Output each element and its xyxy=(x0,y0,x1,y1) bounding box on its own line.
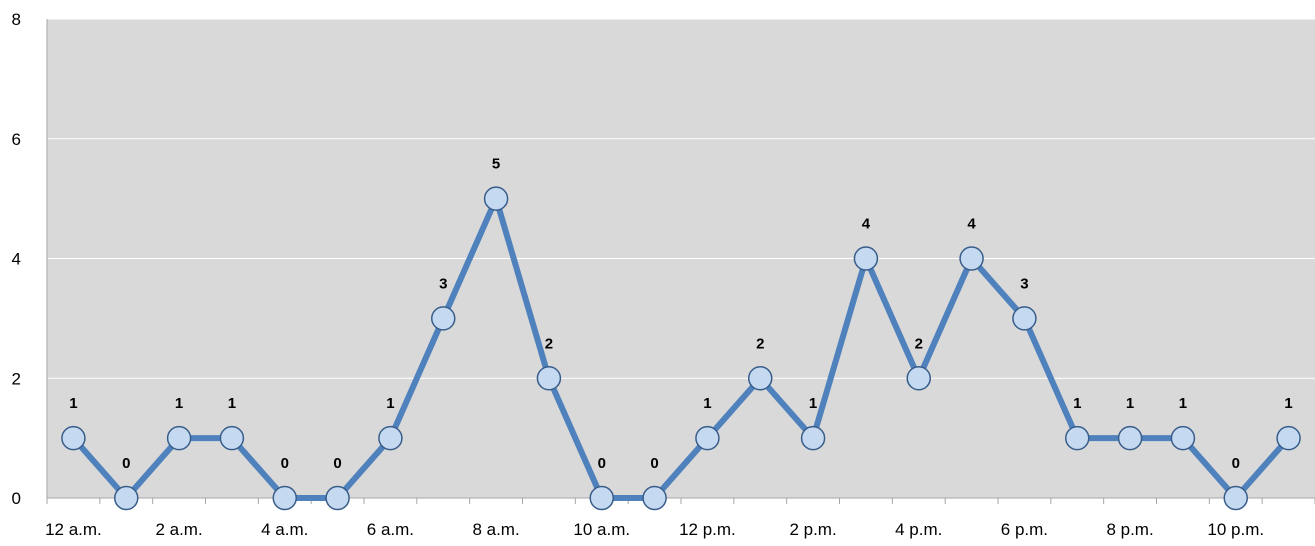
x-tick-label: 8 p.m. xyxy=(1106,520,1153,539)
data-label: 1 xyxy=(1284,395,1292,412)
data-label: 0 xyxy=(281,455,289,472)
y-tick-label: 2 xyxy=(12,369,21,388)
data-point xyxy=(642,485,667,511)
data-point xyxy=(483,186,509,211)
y-tick-label: 6 xyxy=(12,130,21,149)
x-tick-label: 12 a.m. xyxy=(45,520,102,539)
data-point xyxy=(748,366,773,391)
data-label: 1 xyxy=(809,395,817,412)
data-point xyxy=(1276,425,1301,451)
data-point xyxy=(1223,485,1248,511)
data-label: 0 xyxy=(598,455,606,472)
data-point xyxy=(378,425,403,451)
y-tick-label: 4 xyxy=(12,250,21,269)
data-label: 1 xyxy=(386,395,394,412)
data-point xyxy=(1170,425,1196,451)
data-label: 1 xyxy=(1126,395,1134,412)
data-point xyxy=(906,366,931,391)
data-point xyxy=(114,485,139,511)
x-tick-label: 2 a.m. xyxy=(155,520,202,539)
x-tick-label: 12 p.m. xyxy=(679,520,736,539)
data-label: 0 xyxy=(122,455,130,472)
data-label: 1 xyxy=(175,395,183,412)
x-tick-label: 6 p.m. xyxy=(1001,520,1048,539)
data-label: 1 xyxy=(228,395,236,412)
data-point xyxy=(431,306,456,331)
data-point xyxy=(800,425,826,451)
data-label: 1 xyxy=(1179,395,1187,412)
x-tick-label: 10 p.m. xyxy=(1207,520,1264,539)
data-point xyxy=(1117,425,1143,451)
data-point xyxy=(219,425,245,451)
x-tick-label: 6 a.m. xyxy=(367,520,414,539)
data-point xyxy=(272,485,297,511)
data-point xyxy=(589,485,614,511)
data-label: 0 xyxy=(1232,455,1240,472)
x-tick-label: 10 a.m. xyxy=(573,520,630,539)
x-tick-label: 8 a.m. xyxy=(472,520,519,539)
y-tick-label: 0 xyxy=(12,489,21,508)
data-label: 3 xyxy=(1020,275,1028,292)
data-label: 1 xyxy=(703,395,711,412)
data-label: 2 xyxy=(756,335,764,352)
y-tick-label: 8 xyxy=(12,10,21,29)
data-label: 3 xyxy=(439,275,447,292)
data-point xyxy=(325,485,350,511)
data-label: 2 xyxy=(545,335,553,352)
x-tick-label: 4 a.m. xyxy=(261,520,308,539)
data-label: 2 xyxy=(915,335,923,352)
x-tick-label: 2 p.m. xyxy=(789,520,836,539)
data-label: 0 xyxy=(333,455,341,472)
data-point xyxy=(695,425,720,451)
data-point xyxy=(61,425,86,451)
data-label: 1 xyxy=(1073,395,1081,412)
data-point xyxy=(166,425,192,451)
data-label: 0 xyxy=(650,455,658,472)
data-point xyxy=(1065,425,1090,451)
data-point xyxy=(959,246,984,271)
data-point xyxy=(853,246,879,271)
data-label: 4 xyxy=(967,216,976,233)
data-point xyxy=(536,366,562,391)
data-label: 1 xyxy=(69,395,77,412)
data-label: 5 xyxy=(492,156,500,173)
data-label: 4 xyxy=(862,216,871,233)
data-point xyxy=(1012,306,1037,331)
x-tick-label: 4 p.m. xyxy=(895,520,942,539)
